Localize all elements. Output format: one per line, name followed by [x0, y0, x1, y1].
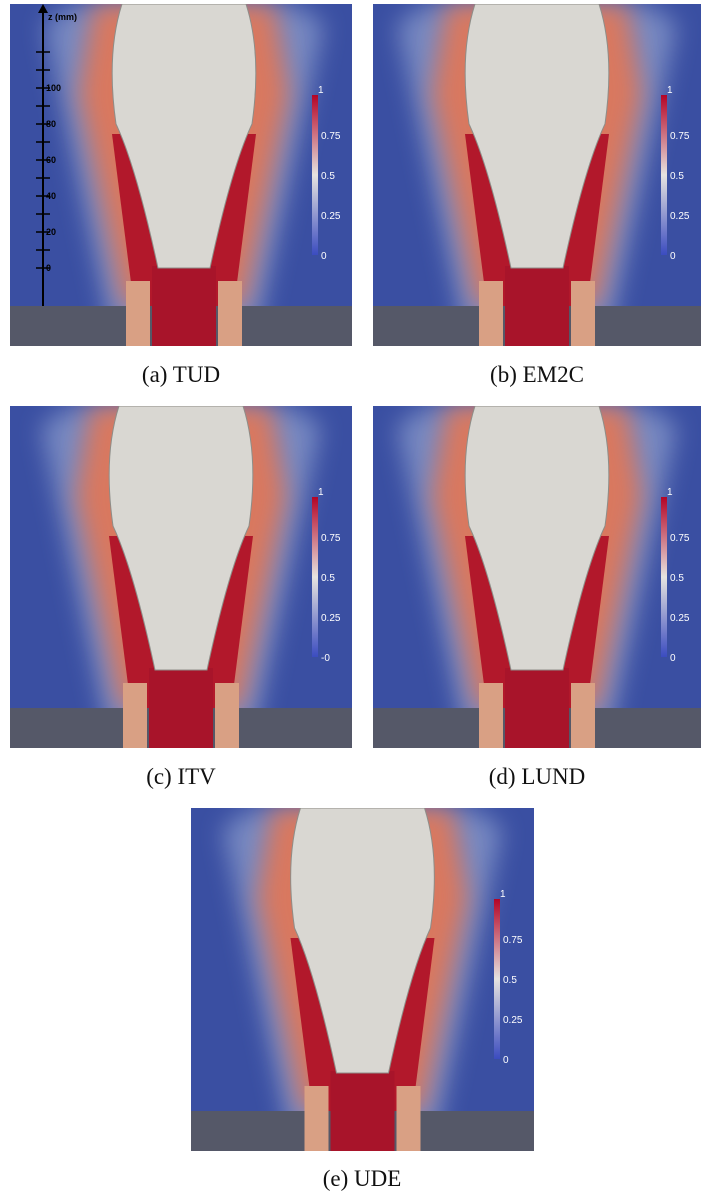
colorbar-label: 0.25 [321, 211, 341, 222]
core [505, 266, 569, 346]
simulation-image: 1 0.75 0.5 0.25 0 [191, 808, 534, 1151]
colorbar-label: 0.5 [321, 573, 335, 584]
nozzle-left [304, 1086, 329, 1151]
flame-surface [464, 4, 610, 269]
z-axis-title: z (mm) [48, 12, 77, 22]
flame-surface [108, 406, 254, 671]
colorbar-label: 0.75 [670, 533, 690, 544]
z-tick-label: 80 [46, 119, 56, 129]
core [330, 1071, 395, 1151]
colorbar-label: 1 [667, 85, 673, 96]
colorbar-label: 0.5 [670, 573, 684, 584]
panel-caption: (a) TUD [141, 362, 221, 387]
simulation-image: 1 0.75 0.5 0.25 -0 [10, 406, 352, 748]
colorbar-label: 0.25 [670, 211, 690, 222]
colorbar [312, 497, 318, 657]
core [152, 266, 216, 346]
z-tick-label: 60 [46, 155, 56, 165]
z-tick-label: 0 [46, 263, 51, 273]
colorbar [661, 95, 667, 255]
simulation-image: 1 0.75 0.5 0.25 0 [373, 4, 701, 346]
colorbar-label: 0.25 [321, 613, 341, 624]
colorbar-label: 1 [667, 487, 673, 498]
colorbar-label: 0.5 [503, 975, 517, 986]
colorbar-label: 0.75 [670, 131, 690, 142]
panel-caption: (d) LUND [488, 764, 586, 789]
colorbar-label: 0.75 [503, 935, 523, 946]
colorbar-label: 0.5 [670, 171, 684, 182]
simulation-image: 1 0.75 0.5 0.25 0 [373, 406, 701, 748]
nozzle-right [215, 683, 239, 748]
panel-caption: (c) ITV [146, 764, 216, 789]
flame-surface [290, 808, 435, 1074]
nozzle-left [126, 281, 150, 346]
colorbar-label: 0 [670, 251, 676, 262]
z-tick-label: 100 [46, 83, 61, 93]
nozzle-left [123, 683, 147, 748]
colorbar-label: 1 [318, 85, 324, 96]
colorbar-label: 1 [318, 487, 324, 498]
nozzle-left [479, 281, 503, 346]
colorbar [312, 95, 318, 255]
nozzle-right [571, 281, 595, 346]
panel-caption: (e) UDE [322, 1166, 402, 1191]
flame-surface [464, 406, 610, 671]
core [505, 668, 569, 748]
colorbar-label: 0 [503, 1055, 509, 1066]
colorbar-label: 0.5 [321, 171, 335, 182]
colorbar-label: 0.25 [503, 1015, 523, 1026]
flame-surface [111, 4, 257, 269]
z-tick-label: 40 [46, 191, 56, 201]
colorbar-label: 0.25 [670, 613, 690, 624]
nozzle-right [218, 281, 242, 346]
colorbar [661, 497, 667, 657]
z-arrow [38, 4, 48, 13]
colorbar-label: 0.75 [321, 131, 341, 142]
colorbar-label: 0 [670, 653, 676, 664]
core [149, 668, 213, 748]
colorbar [494, 899, 500, 1059]
z-tick-label: 20 [46, 227, 56, 237]
colorbar-label: 1 [500, 889, 506, 900]
panel-caption: (b) EM2C [490, 362, 584, 387]
nozzle-right [396, 1086, 421, 1151]
colorbar-label: 0.75 [321, 533, 341, 544]
simulation-image: 1 0.75 0.5 0.25 0 z (mm) 100 80 60 40 20 0 [10, 4, 352, 346]
nozzle-left [479, 683, 503, 748]
colorbar-label: 0 [321, 251, 327, 262]
nozzle-right [571, 683, 595, 748]
colorbar-label: -0 [321, 653, 330, 664]
